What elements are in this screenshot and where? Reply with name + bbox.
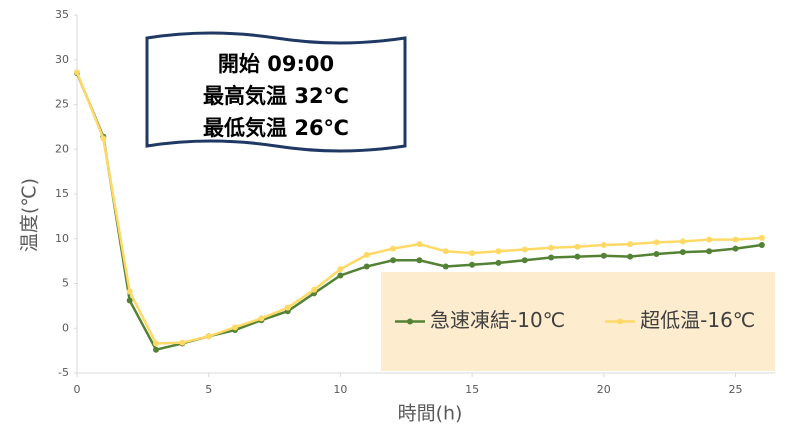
data-point — [74, 69, 80, 76]
x-tick-label: 0 — [74, 383, 81, 396]
legend-label: 超低温-16℃ — [640, 308, 755, 332]
data-point — [337, 266, 344, 273]
data-point — [600, 242, 607, 249]
data-point — [521, 257, 528, 264]
data-point — [363, 251, 370, 258]
y-axis-title: 温度(℃) — [19, 178, 41, 252]
data-point — [758, 234, 765, 241]
data-point — [390, 245, 397, 252]
y-tick-label: 20 — [55, 142, 69, 155]
x-tick-label: 5 — [205, 383, 212, 396]
data-point — [232, 324, 239, 331]
data-point — [153, 346, 160, 353]
data-point — [706, 236, 713, 243]
data-point — [416, 257, 423, 264]
x-tick-label: 25 — [728, 383, 742, 396]
data-point — [732, 245, 739, 252]
annotation-text: 最高気温 32℃ — [203, 84, 349, 108]
annotation-text: 開始 09:00 — [218, 52, 334, 76]
data-point — [337, 272, 344, 279]
data-point — [495, 248, 502, 255]
data-point — [469, 250, 476, 257]
y-tick-label: 10 — [55, 232, 69, 245]
data-point — [126, 288, 133, 295]
data-point — [548, 244, 555, 251]
legend-marker — [617, 318, 624, 325]
y-tick-label: -5 — [58, 366, 69, 379]
data-point — [311, 286, 318, 293]
annotation-banner — [145, 31, 407, 153]
data-point — [126, 297, 133, 304]
data-point — [442, 263, 449, 270]
data-point — [205, 333, 212, 340]
legend-marker — [407, 318, 413, 325]
data-point — [363, 263, 370, 270]
data-point — [416, 241, 423, 248]
data-point — [495, 259, 502, 266]
data-point — [653, 250, 660, 257]
data-point — [653, 239, 660, 246]
data-point — [574, 253, 581, 260]
legend-label: 急速凍結-10℃ — [430, 308, 565, 332]
x-tick-label: 10 — [333, 383, 347, 396]
data-point — [153, 340, 160, 347]
y-tick-label: 5 — [62, 277, 69, 290]
data-point — [390, 257, 397, 264]
data-point — [258, 315, 265, 322]
data-point — [679, 249, 686, 256]
x-axis-title: 時間(h) — [398, 403, 463, 425]
data-point — [758, 242, 765, 249]
data-point — [284, 304, 291, 311]
data-point — [732, 236, 739, 243]
data-point — [442, 248, 449, 255]
data-point — [574, 243, 581, 250]
legend-box — [381, 272, 775, 371]
data-point — [521, 246, 528, 253]
data-point — [679, 238, 686, 245]
y-tick-label: 30 — [55, 53, 69, 66]
y-tick-label: 15 — [55, 187, 69, 200]
x-tick-label: 20 — [597, 383, 611, 396]
annotation-text: 最低気温 26℃ — [203, 116, 349, 140]
y-tick-label: 0 — [62, 321, 69, 334]
data-point — [469, 261, 476, 268]
y-tick-label: 25 — [55, 98, 69, 111]
data-point — [627, 241, 634, 248]
data-point — [548, 254, 555, 261]
data-point — [600, 252, 607, 259]
data-point — [179, 339, 186, 346]
data-point — [706, 248, 713, 255]
y-tick-label: 35 — [55, 8, 69, 21]
data-point — [627, 253, 634, 260]
data-point — [100, 135, 107, 142]
x-tick-label: 15 — [465, 383, 479, 396]
